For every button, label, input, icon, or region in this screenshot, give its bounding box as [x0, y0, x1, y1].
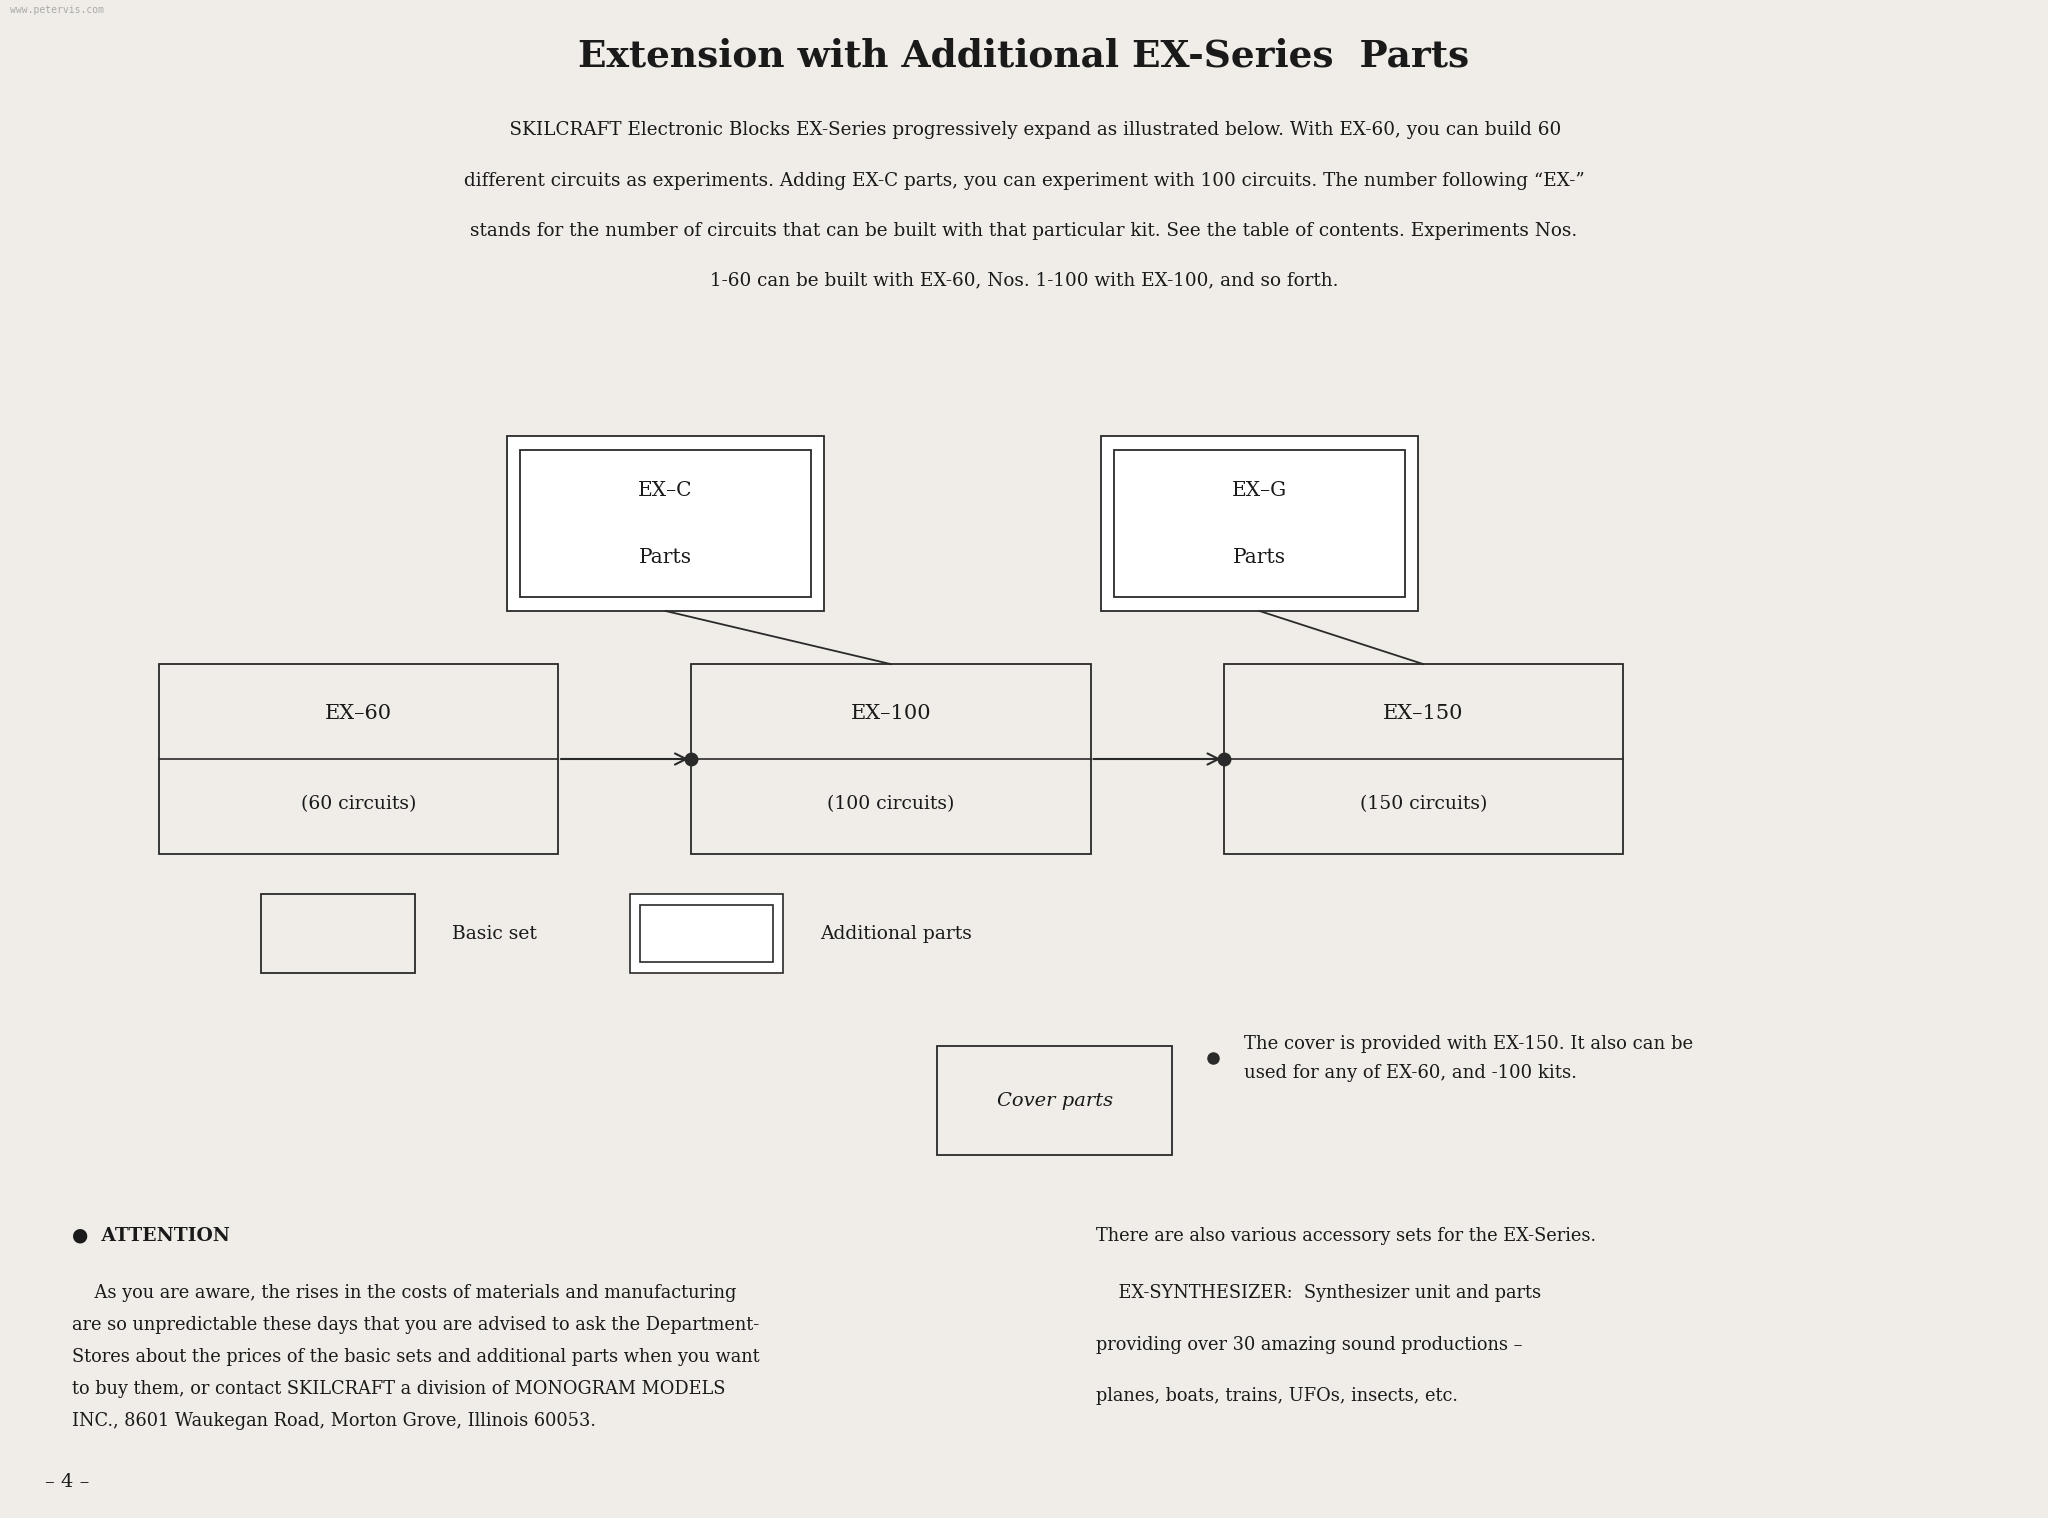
Bar: [1114, 449, 1405, 597]
Text: Additional parts: Additional parts: [819, 924, 973, 943]
Text: – 4 –: – 4 –: [45, 1472, 90, 1491]
Text: (60 circuits): (60 circuits): [301, 795, 416, 814]
Text: EX–150: EX–150: [1382, 704, 1464, 723]
Text: EX–60: EX–60: [326, 704, 391, 723]
Bar: [520, 449, 811, 597]
Text: www.petervis.com: www.petervis.com: [10, 5, 104, 15]
Text: Parts: Parts: [639, 548, 692, 566]
Text: Parts: Parts: [1233, 548, 1286, 566]
Bar: [1102, 437, 1417, 610]
Text: providing over 30 amazing sound productions –: providing over 30 amazing sound producti…: [1096, 1336, 1522, 1354]
Text: (150 circuits): (150 circuits): [1360, 795, 1487, 814]
Text: planes, boats, trains, UFOs, insects, etc.: planes, boats, trains, UFOs, insects, et…: [1096, 1387, 1458, 1406]
Bar: [631, 894, 782, 973]
Bar: [158, 665, 557, 853]
Text: As you are aware, the rises in the costs of materials and manufacturing
are so u: As you are aware, the rises in the costs…: [72, 1284, 760, 1430]
Text: (100 circuits): (100 circuits): [827, 795, 954, 814]
Text: ●  ATTENTION: ● ATTENTION: [72, 1227, 229, 1245]
Text: The cover is provided with EX-150. It also can be
used for any of EX-60, and -10: The cover is provided with EX-150. It al…: [1245, 1035, 1694, 1082]
Text: 1-60 can be built with EX-60, Nos. 1-100 with EX-100, and so forth.: 1-60 can be built with EX-60, Nos. 1-100…: [711, 272, 1337, 290]
Text: different circuits as experiments. Adding EX-C parts, you can experiment with 10: different circuits as experiments. Addin…: [463, 172, 1585, 190]
Text: EX–G: EX–G: [1233, 481, 1286, 499]
Bar: [508, 437, 823, 610]
Bar: [262, 894, 414, 973]
Text: EX-SYNTHESIZER:  Synthesizer unit and parts: EX-SYNTHESIZER: Synthesizer unit and par…: [1096, 1284, 1540, 1302]
Text: EX–100: EX–100: [850, 704, 932, 723]
Text: EX–C: EX–C: [639, 481, 692, 499]
Text: stands for the number of circuits that can be built with that particular kit. Se: stands for the number of circuits that c…: [471, 222, 1577, 240]
Text: Cover parts: Cover parts: [997, 1091, 1112, 1110]
Bar: [692, 665, 1090, 853]
Text: SKILCRAFT Electronic Blocks EX-Series progressively expand as illustrated below.: SKILCRAFT Electronic Blocks EX-Series pr…: [485, 121, 1563, 140]
Text: Extension with Additional EX-Series  Parts: Extension with Additional EX-Series Part…: [578, 38, 1470, 74]
Text: There are also various accessory sets for the EX-Series.: There are also various accessory sets fo…: [1096, 1227, 1595, 1245]
Bar: [639, 905, 774, 962]
Text: Basic set: Basic set: [451, 924, 537, 943]
Bar: [938, 1046, 1171, 1155]
Bar: [1223, 665, 1622, 853]
